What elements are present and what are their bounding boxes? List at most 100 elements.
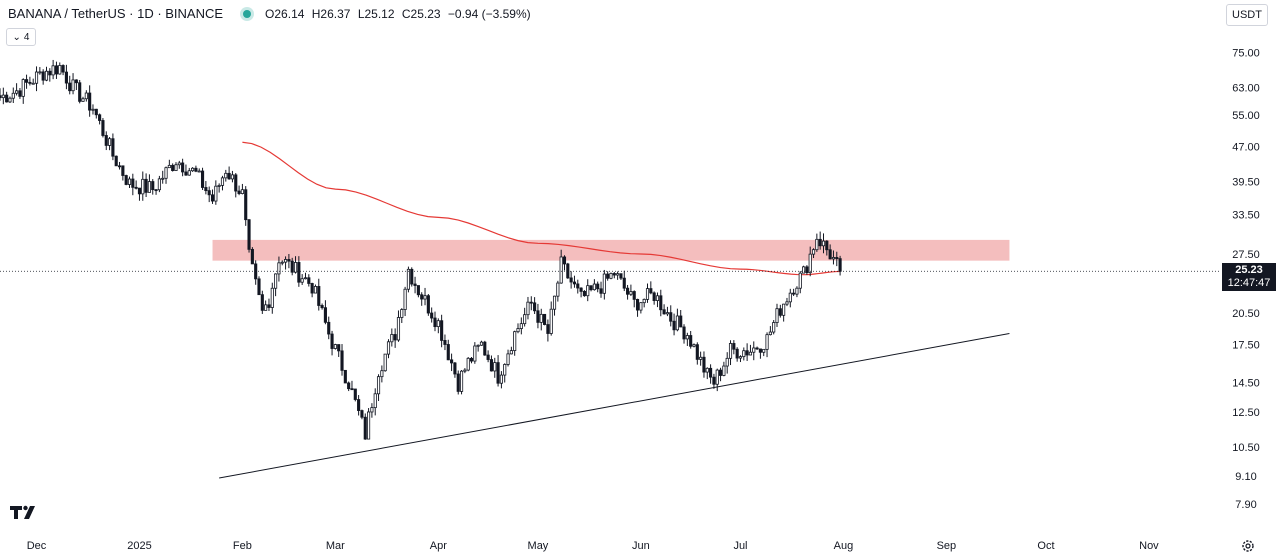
- candle: [582, 290, 586, 297]
- moving-average: [242, 141, 841, 276]
- candle: [493, 357, 497, 378]
- candle-body-down: [569, 277, 573, 283]
- candle-body-down: [227, 172, 231, 180]
- candle: [337, 344, 341, 357]
- candle-body-up: [400, 309, 404, 318]
- candle: [330, 330, 334, 356]
- candle: [642, 298, 646, 308]
- candle: [177, 160, 181, 169]
- candle: [606, 271, 610, 281]
- time-axis[interactable]: Dec 2025 Feb Mar Apr May Jun Jul Aug Sep Oct Nov: [27, 540, 1159, 552]
- candle-body-up: [230, 174, 235, 180]
- support-trendline-line: [219, 332, 1010, 479]
- candle: [503, 363, 507, 383]
- candle-body-up: [685, 335, 689, 340]
- candle-body-down: [257, 278, 261, 296]
- candle-body-up: [609, 273, 613, 279]
- y-tick-label: 63.00: [1232, 83, 1260, 95]
- candle-body-down: [117, 165, 122, 168]
- candle-body-up: [748, 351, 753, 356]
- candle: [543, 313, 547, 326]
- candle: [702, 351, 706, 378]
- candle-body-up: [390, 334, 394, 343]
- candle-body-up: [220, 177, 225, 186]
- x-tick-label: Nov: [1139, 540, 1159, 552]
- candle: [157, 175, 161, 193]
- currency-button[interactable]: USDT: [1226, 4, 1268, 26]
- candle: [363, 413, 367, 440]
- candle: [539, 308, 543, 331]
- candle: [187, 167, 191, 176]
- candle: [406, 266, 410, 293]
- candle-body-down: [732, 343, 736, 350]
- candle-body-up: [214, 185, 218, 202]
- indicator-collapse-button[interactable]: ⌄ 4: [6, 28, 36, 46]
- candle-body-down: [612, 273, 616, 276]
- candle: [131, 173, 135, 196]
- candle-body-down: [41, 71, 45, 81]
- gear-icon[interactable]: [1240, 538, 1256, 554]
- candle-body-up: [556, 282, 560, 297]
- candle: [569, 271, 573, 289]
- candle: [141, 171, 145, 201]
- candle: [669, 305, 673, 327]
- candle-body-up: [675, 315, 679, 331]
- candle: [164, 166, 168, 184]
- candle: [463, 368, 467, 374]
- candle-body-up: [513, 331, 517, 351]
- candle: [290, 257, 294, 276]
- candle-body-up: [616, 273, 620, 276]
- candle-body-down: [626, 287, 630, 295]
- symbol-title[interactable]: BANANA / TetherUS · 1D · BINANCE: [8, 6, 224, 21]
- candle: [473, 342, 477, 364]
- candle: [303, 272, 308, 280]
- candle: [788, 288, 792, 308]
- candle-body-down: [805, 266, 809, 274]
- candle: [423, 287, 427, 306]
- candle-body-up: [11, 92, 15, 99]
- candle-body-down: [669, 312, 673, 322]
- candle-body-down: [250, 248, 254, 265]
- candle-body-down: [838, 258, 842, 272]
- candle: [486, 350, 490, 363]
- candle-body-up: [499, 374, 503, 384]
- candle-body-up: [523, 314, 527, 325]
- candle: [25, 74, 29, 89]
- candle-body-down: [828, 249, 832, 260]
- candle: [257, 276, 261, 296]
- candle: [214, 180, 218, 205]
- candle: [728, 340, 733, 366]
- candle: [536, 303, 540, 329]
- bar-countdown: 12:47:47: [1227, 277, 1271, 289]
- support-trendline: [219, 332, 1010, 479]
- price-axis[interactable]: 7.90 9.10 10.50 12.50 14.50 17.50 20.50 27.50 33…: [1232, 48, 1260, 511]
- candle-body-up: [161, 177, 165, 180]
- candle: [725, 352, 729, 374]
- candle: [519, 317, 523, 335]
- candle-body-up: [552, 295, 557, 310]
- candle: [78, 79, 82, 104]
- candle-body-down: [582, 290, 586, 297]
- candle: [15, 83, 19, 96]
- candle-body-down: [94, 108, 98, 116]
- candle: [84, 90, 88, 102]
- candle-body-down: [410, 268, 414, 285]
- candle-body-down: [426, 295, 430, 314]
- candle-body-up: [526, 301, 530, 316]
- candle: [765, 332, 769, 358]
- candle: [802, 265, 806, 274]
- x-tick-label: Feb: [233, 540, 252, 552]
- candle-body-up: [376, 376, 381, 395]
- candle-body-down: [340, 350, 344, 371]
- candle-body-up: [519, 323, 523, 329]
- candle-body-up: [141, 178, 145, 195]
- x-tick-label: 2025: [127, 540, 151, 552]
- tradingview-logo-icon[interactable]: [10, 504, 42, 520]
- candle-body-up: [586, 285, 590, 297]
- candle-body-up: [539, 313, 543, 323]
- candle-body-down: [121, 165, 125, 176]
- candle: [317, 278, 321, 311]
- candle: [98, 113, 102, 125]
- candle: [745, 343, 749, 361]
